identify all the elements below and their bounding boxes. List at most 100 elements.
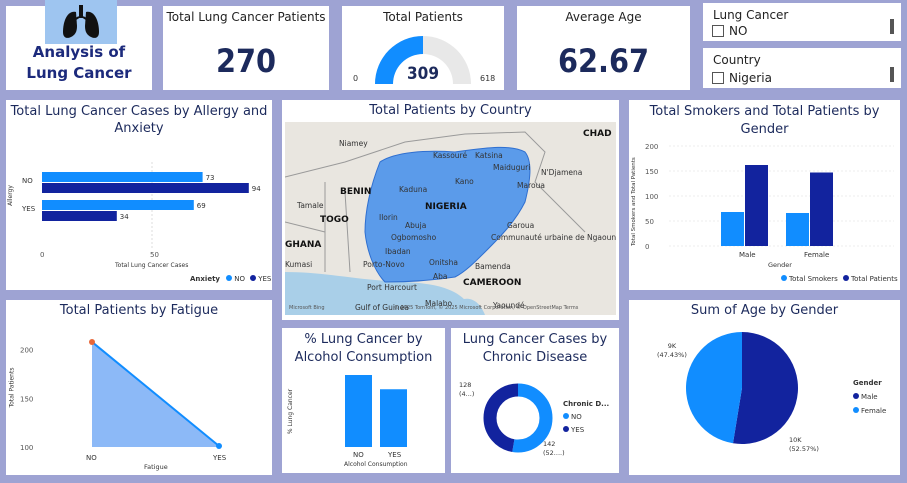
map-label: BENIN: [340, 187, 371, 197]
x-axis-label: Fatigue: [144, 463, 168, 471]
pie-slice: [685, 332, 742, 444]
smokers-plot: 0 50 100 150 200 Male Female: [645, 143, 894, 259]
legend-title: Anxiety: [190, 275, 220, 283]
data-point: [89, 338, 95, 345]
x-tick-label: NO: [353, 451, 364, 459]
map-label: Communauté urbaine de Ngaoundéré: [491, 233, 616, 242]
map-label: NIGERIA: [425, 202, 467, 212]
donut-slice: [483, 383, 553, 453]
lungs-icon: [63, 5, 99, 38]
chart-title: Lung Cancer Cases by Chronic Disease: [462, 332, 608, 365]
map-view[interactable]: CHAD Niamey Maiduguri N'Djamena Kano Maroua BE…: [285, 122, 616, 315]
legend-item-female: Female: [853, 404, 886, 418]
gauge-max: 618: [480, 74, 496, 83]
chart-title: % Lung Cancer by Alcohol Consumption: [294, 332, 433, 365]
legend-item-yes: YES: [563, 424, 609, 437]
map-label: Aba: [433, 272, 448, 281]
chart-legend: Chronic D... NO YES: [563, 398, 609, 437]
y-tick-label: 50: [645, 218, 654, 226]
checkbox[interactable]: [712, 25, 724, 37]
y-tick-label: 200: [645, 143, 658, 151]
chronic-donut: [483, 383, 553, 453]
chronic-disease-chart: Lung Cancer Cases by Chronic Disease 128…: [451, 328, 619, 473]
map-label: CHAD: [583, 129, 612, 139]
data-label: 34: [120, 213, 129, 221]
map-label: Abuja: [405, 221, 426, 230]
chart-legend: Gender Male Female: [853, 376, 886, 418]
y-tick-label: 0: [645, 243, 649, 251]
checkbox[interactable]: [712, 72, 724, 84]
legend-item-yes: YES: [247, 275, 271, 283]
map-label: TOGO: [320, 215, 349, 225]
map-label: Gulf of Guinea: [355, 303, 409, 312]
lungs-logo: [45, 0, 117, 44]
kpi-average-age-card: Average Age 62.67: [517, 6, 690, 90]
y-tick-label: 150: [645, 168, 658, 176]
data-point: [216, 443, 222, 450]
slicer-title: Lung Cancer: [713, 8, 789, 22]
y-tick-label: 100: [20, 444, 33, 452]
age-pie: [685, 332, 798, 444]
legend-item-smokers: Total Smokers: [781, 275, 838, 283]
title-card: Analysis of Lung Cancer: [6, 0, 152, 90]
y-tick-label: 100: [645, 193, 658, 201]
slicer-scrollbar[interactable]: [890, 67, 894, 82]
gauge-value: 309: [407, 64, 439, 84]
slice-label-female: 9K (47.43%): [657, 342, 687, 359]
x-axis-label: Gender: [768, 261, 792, 269]
map-label: Katsina: [475, 151, 503, 160]
country-slicer: Country Nigeria: [703, 48, 901, 88]
y-tick-label: 150: [20, 395, 33, 403]
slicer-option-nigeria[interactable]: Nigeria: [712, 71, 772, 85]
slicer-option-label: Nigeria: [729, 71, 772, 85]
bar: [745, 165, 768, 246]
map-attribution: Microsoft Bing: [289, 305, 325, 311]
bar: [810, 172, 833, 246]
map-label: Maiduguri: [493, 163, 530, 172]
lung-cancer-slicer: Lung Cancer NO: [703, 3, 901, 41]
slicer-option-no[interactable]: NO: [712, 24, 747, 38]
country-map-card: Total Patients by Country CHAD Niamey Maid…: [282, 100, 619, 320]
gauge-min: 0: [353, 74, 359, 83]
x-tick-label: 50: [150, 251, 159, 259]
y-tick-label: 200: [20, 347, 33, 355]
area-line: [91, 341, 220, 447]
data-label: 73: [206, 174, 215, 182]
map-label: Ilorin: [379, 213, 398, 222]
legend-title: Gender: [853, 379, 882, 387]
chart-title: Total Smokers and Total Patients by Gend…: [649, 104, 880, 137]
x-tick-label: 0: [40, 251, 44, 259]
smokers-gender-chart: Total Smokers and Total Patients by Gend…: [629, 100, 900, 290]
slicer-scrollbar[interactable]: [890, 19, 894, 34]
y-axis-label: Total Smokers and Total Patients: [631, 157, 637, 246]
map-label: Kano: [455, 177, 474, 186]
map-label: Port Harcourt: [367, 283, 417, 292]
y-axis-label: Allergy: [6, 185, 14, 206]
y-tick-label: YES: [21, 205, 36, 213]
legend-item-patients: Total Patients: [840, 275, 898, 283]
x-axis-label: Alcohol Consumption: [344, 461, 408, 468]
map-label: Niamey: [339, 139, 368, 148]
chart-title: Total Patients by Fatigue: [59, 303, 219, 318]
patients-gauge: [375, 36, 471, 84]
map-label: Bamenda: [475, 262, 511, 271]
kpi-label: Average Age: [565, 10, 642, 24]
map-label: Kassouré: [433, 151, 467, 160]
x-tick-label: YES: [212, 454, 227, 462]
slice-label-yes: 128 (4...): [459, 381, 475, 398]
bar: [42, 211, 117, 221]
x-axis-label: Total Lung Cancer Cases: [115, 262, 189, 269]
map-label: Maroua: [517, 181, 545, 190]
map-label: Ogbomosho: [391, 233, 437, 242]
bar: [42, 183, 249, 193]
map-label: N'Djamena: [541, 168, 582, 177]
x-tick-label: Female: [804, 251, 829, 259]
legend-item-no: NO: [563, 411, 609, 424]
map-label: Onitsha: [429, 258, 458, 267]
fatigue-chart: Total Patients by Fatigue 100 150 200 NO YES…: [6, 300, 272, 475]
pie-slice: [732, 332, 798, 444]
allergy-plot: 0 50 NO 73 94 YES 69 34: [21, 162, 261, 259]
map-label: Ibadan: [385, 247, 411, 256]
chart-legend: Anxiety NO YES: [190, 275, 271, 283]
chart-title: Total Lung Cancer Cases by Allergy and A…: [10, 104, 268, 136]
